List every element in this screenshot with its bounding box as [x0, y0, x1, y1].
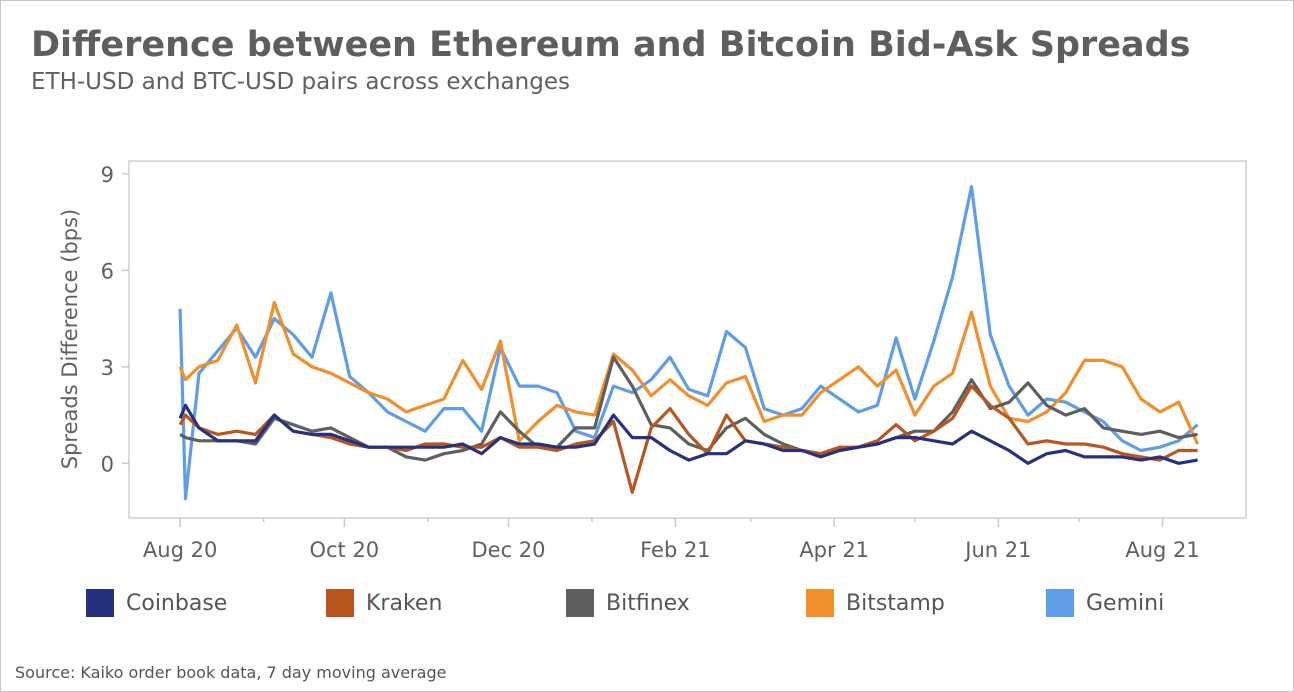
x-tick-label: Apr 21 [799, 538, 869, 562]
x-tick-label: Feb 21 [640, 538, 711, 562]
x-tick-label: Dec 20 [471, 538, 545, 562]
legend-swatch [1046, 589, 1074, 617]
source-note: Source: Kaiko order book data, 7 day mov… [15, 663, 447, 682]
legend-label: Gemini [1086, 590, 1165, 616]
legend-item-kraken[interactable]: Kraken [326, 589, 442, 617]
legend-label: Kraken [366, 590, 443, 616]
x-tick-label: Aug 20 [143, 538, 217, 562]
series-line-kraken [178, 384, 1198, 494]
series-line-coinbase [178, 403, 1198, 465]
legend-item-bitfinex[interactable]: Bitfinex [566, 589, 690, 617]
y-tick-label: 3 [101, 356, 114, 380]
y-tick-label: 9 [101, 163, 114, 187]
legend-label: Coinbase [126, 590, 228, 616]
series-line-gemini [178, 185, 1199, 501]
legend: Coinbase Kraken Bitfinex Bitstamp Gemini [1, 589, 1293, 625]
x-tick-label: Oct 20 [309, 538, 379, 562]
chart-title: Difference between Ethereum and Bitcoin … [31, 25, 1191, 65]
legend-label: Bitstamp [846, 590, 945, 616]
series-line-bitfinex [179, 355, 1198, 462]
legend-swatch [86, 589, 114, 617]
x-tick-label: Jun 21 [963, 538, 1031, 562]
legend-item-coinbase[interactable]: Coinbase [86, 589, 227, 617]
y-tick-label: 6 [101, 259, 114, 283]
legend-item-gemini[interactable]: Gemini [1046, 589, 1164, 617]
y-axis-label: Spreads Difference (bps) [58, 209, 82, 470]
legend-label: Bitfinex [606, 590, 690, 616]
x-tick-label: Aug 21 [1125, 538, 1199, 562]
y-tick-label: 0 [101, 452, 114, 476]
legend-swatch [806, 589, 834, 617]
series-line-bitstamp [178, 300, 1200, 445]
legend-item-bitstamp[interactable]: Bitstamp [806, 589, 945, 617]
legend-swatch [326, 589, 354, 617]
legend-swatch [566, 589, 594, 617]
chart-subtitle: ETH-USD and BTC-USD pairs across exchang… [31, 69, 570, 95]
